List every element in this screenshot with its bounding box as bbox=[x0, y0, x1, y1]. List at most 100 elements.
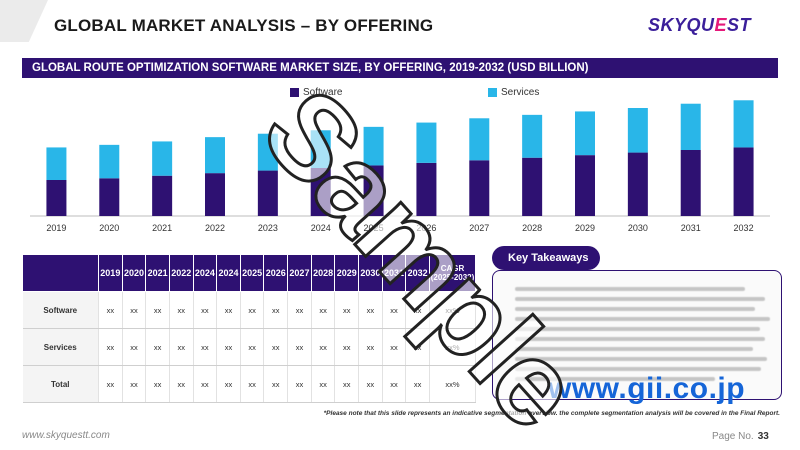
table-header-cell: CAGR (2025-2032) bbox=[429, 254, 476, 292]
footnote: *Please note that this slide represents … bbox=[323, 410, 780, 417]
market-table: 2019 2020 2021 2022 2024 2024 2025 2026 2027 2028… bbox=[22, 254, 476, 403]
table-cell: xx bbox=[334, 291, 360, 329]
table-cell: xx bbox=[287, 291, 312, 329]
table-cell: xx bbox=[98, 328, 123, 366]
table-header-cell: 2026 bbox=[263, 254, 289, 292]
bar-services-2026 bbox=[416, 122, 437, 163]
page-label: Page No. bbox=[712, 431, 754, 442]
table-header-cell: 2024 bbox=[216, 254, 241, 292]
table-cell: xx bbox=[263, 328, 289, 366]
table-cell: xx bbox=[169, 291, 194, 329]
x-tick-label: 2019 bbox=[46, 223, 66, 233]
bar-services-2024 bbox=[310, 130, 331, 168]
table-row: Total xx xx xx xx xx xx xx xx xx xx xx xx xx xx xx% bbox=[22, 365, 476, 403]
table-header-cell: 2021 bbox=[145, 254, 170, 292]
table-cell: xx bbox=[193, 291, 218, 329]
table-cell: xx bbox=[382, 328, 407, 366]
table-header-cell: 2020 bbox=[121, 254, 147, 292]
gii-watermark-link[interactable]: www.gii.co.jp bbox=[548, 372, 746, 405]
table-cell: xx bbox=[311, 328, 336, 366]
takeaway-blurred-line bbox=[515, 297, 765, 301]
takeaway-blurred-line bbox=[515, 317, 770, 321]
takeaway-blurred-line bbox=[515, 287, 745, 291]
bar-software-2030 bbox=[627, 152, 648, 216]
table-cell: xx bbox=[382, 291, 407, 329]
bar-software-2022 bbox=[205, 173, 225, 216]
table-row-label: Services bbox=[22, 328, 99, 366]
table-header-blank bbox=[22, 254, 99, 292]
bar-software-2025 bbox=[363, 165, 384, 216]
x-tick-label: 2030 bbox=[628, 223, 648, 233]
table-header-cell: 2028 bbox=[310, 254, 336, 292]
bar-software-2029 bbox=[575, 155, 595, 216]
table-cell: xx bbox=[311, 291, 336, 329]
table-header-cell: 2030 bbox=[358, 254, 383, 292]
x-tick-label: 2025 bbox=[364, 223, 384, 233]
table-cell: xx% bbox=[429, 291, 476, 329]
table-cell: xx bbox=[122, 328, 147, 366]
table-cell: xx bbox=[122, 291, 147, 329]
bar-software-2032 bbox=[733, 147, 754, 216]
table-cell: xx bbox=[122, 365, 147, 403]
brand-logo: SKYQUEST bbox=[648, 15, 752, 35]
x-tick-label: 2024 bbox=[311, 223, 331, 233]
takeaways-box bbox=[492, 270, 782, 400]
table-header-cell: 2029 bbox=[334, 254, 360, 292]
table-cell: xx bbox=[405, 291, 430, 329]
bar-software-2031 bbox=[680, 150, 701, 216]
footer-url[interactable]: www.skyquestt.com bbox=[22, 430, 110, 441]
table-cell: xx bbox=[311, 365, 336, 403]
table-row: Services xx xx xx xx xx xx xx xx xx xx xx xx xx xx xx% bbox=[22, 328, 476, 366]
x-tick-label: 2027 bbox=[469, 223, 489, 233]
takeaway-blurred-line bbox=[515, 357, 767, 361]
chart-title: GLOBAL ROUTE OPTIMIZATION SOFTWARE MARKE… bbox=[22, 58, 778, 78]
table-cell: xx bbox=[169, 328, 194, 366]
table-cell: xx bbox=[98, 365, 123, 403]
x-tick-label: 2028 bbox=[522, 223, 542, 233]
table-header-cell: 2027 bbox=[287, 254, 312, 292]
table-cell: xx bbox=[216, 328, 241, 366]
bar-services-2020 bbox=[99, 144, 120, 179]
bar-services-2019 bbox=[46, 147, 67, 180]
takeaway-blurred-line bbox=[515, 347, 753, 351]
bar-services-2028 bbox=[522, 114, 543, 158]
x-tick-label: 2032 bbox=[734, 223, 754, 233]
bar-software-2026 bbox=[416, 162, 437, 216]
bar-software-2019 bbox=[46, 180, 67, 216]
bar-software-2028 bbox=[522, 157, 543, 216]
takeaway-blurred-line bbox=[515, 307, 755, 311]
table-cell: xx bbox=[358, 365, 383, 403]
x-tick-label: 2021 bbox=[152, 223, 172, 233]
bar-services-2021 bbox=[152, 141, 173, 176]
table-header-cell: 2025 bbox=[239, 254, 265, 292]
table-cell: xx bbox=[287, 328, 312, 366]
table-row: Software xx xx xx xx xx xx xx xx xx xx xx xx xx xx xx% bbox=[22, 291, 476, 329]
table-cell: xx bbox=[145, 328, 170, 366]
table-header-cell: 2022 bbox=[168, 254, 194, 292]
bar-services-2025 bbox=[363, 126, 384, 166]
table-cell: xx bbox=[98, 291, 123, 329]
table-cell: xx% bbox=[429, 365, 476, 403]
stacked-bar-chart: 2019 2020 2021 2022 2023 2024 2025 2026 2027 2028… bbox=[30, 100, 770, 233]
table-row-label: Software bbox=[22, 291, 99, 329]
page-number-value: 33 bbox=[757, 431, 769, 442]
legend-item-services: Services bbox=[488, 87, 539, 98]
table-cell: xx bbox=[263, 291, 289, 329]
legend-item-software: Software bbox=[290, 87, 342, 98]
bar-services-2031 bbox=[680, 103, 701, 150]
legend-label-services: Services bbox=[501, 87, 540, 98]
bar-services-2023 bbox=[257, 133, 278, 171]
bar-services-2030 bbox=[627, 108, 648, 153]
table-cell: xx bbox=[145, 291, 170, 329]
x-tick-label: 2020 bbox=[99, 223, 119, 233]
bar-software-2021 bbox=[152, 175, 173, 216]
table-cell: xx bbox=[405, 365, 430, 403]
x-tick-label: 2026 bbox=[416, 223, 436, 233]
legend-swatch-services bbox=[488, 88, 497, 97]
table-cell: xx bbox=[216, 291, 241, 329]
takeaway-blurred-line bbox=[515, 327, 760, 331]
table-cell: xx bbox=[216, 365, 241, 403]
takeaway-blurred-line bbox=[515, 367, 761, 371]
bar-software-2024 bbox=[310, 168, 331, 216]
table-cell: xx bbox=[358, 328, 383, 366]
